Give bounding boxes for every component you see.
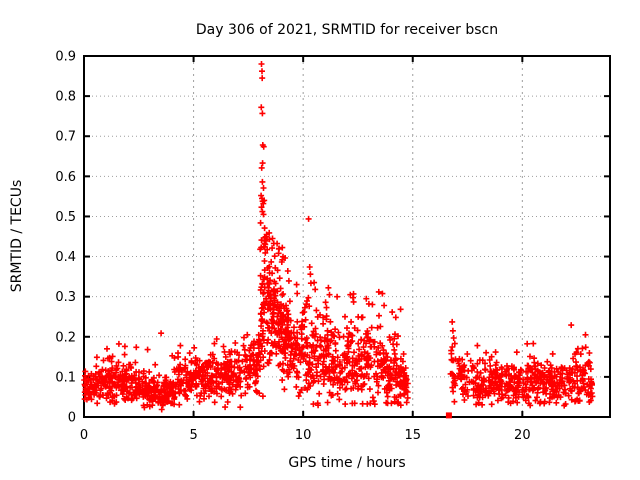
axes-border-and-ticks [83,55,611,418]
scatter-square-marker [445,412,452,419]
y-tick-label: 0.8 [55,90,76,105]
y-tick-label: 0.5 [55,210,76,225]
y-tick-label: 0.1 [55,370,76,385]
y-tick-label: 0.3 [55,290,76,305]
y-tick-label: 0 [68,411,76,426]
y-tick-label: 0.2 [55,330,76,345]
x-tick-label: 20 [514,428,531,443]
x-tick-label: 15 [404,428,421,443]
y-tick-label: 0.4 [55,250,76,265]
x-tick-label: 0 [80,428,88,443]
y-tick-label: 0.6 [55,170,76,185]
plot-border [83,55,611,418]
data-points [81,61,596,419]
x-tick-label: 5 [189,428,197,443]
y-axis-label: SRMTID / TECUs [9,180,25,293]
x-tick-label: 10 [295,428,312,443]
y-tick-label: 0.9 [55,50,76,65]
y-tick-label: 0.7 [55,130,76,145]
x-axis-label: GPS time / hours [288,455,405,471]
chart-title: Day 306 of 2021, SRMTID for receiver bsc… [196,22,498,38]
scatter-plus-markers [81,61,596,413]
tick-labels: 0 5 10 15 20 0 0.1 0.2 0.3 0.4 0.5 0.6 0.7 0.8 0.9 [55,50,530,444]
